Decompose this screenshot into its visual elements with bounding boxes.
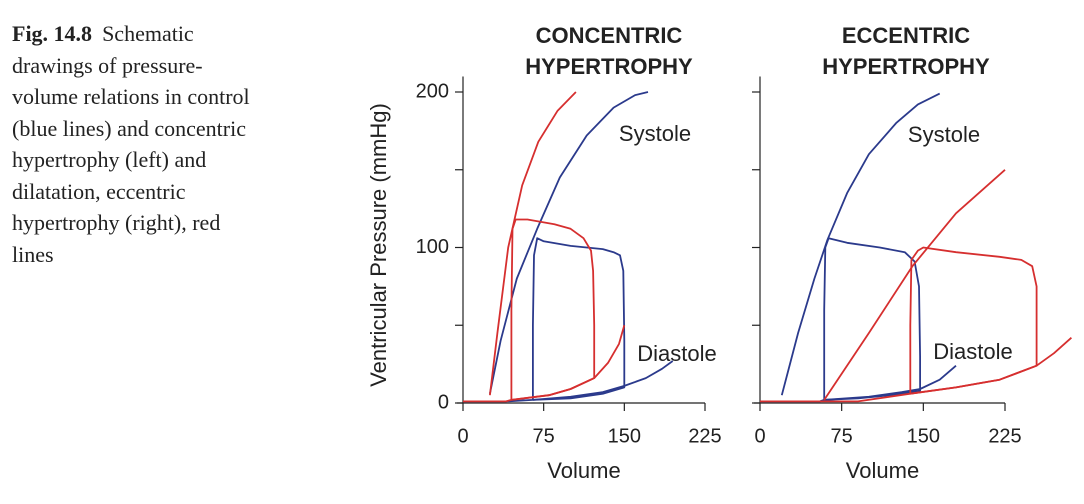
- caption-line: Schematic: [102, 21, 194, 46]
- x-axis-label: Volume: [547, 458, 620, 483]
- caption-line: volume relations in control: [12, 84, 250, 109]
- curve: [463, 325, 626, 403]
- x-tick-label: 225: [688, 425, 721, 447]
- x-tick-label: 225: [988, 425, 1021, 447]
- curve: [780, 92, 941, 396]
- annotation: Diastole: [933, 339, 1012, 364]
- curve: [489, 91, 649, 394]
- curve: [510, 218, 596, 401]
- curve: [823, 237, 921, 401]
- y-tick-label: 100: [416, 236, 449, 258]
- chart-title: CONCENTRIC: [536, 23, 683, 48]
- x-tick-label: 150: [608, 425, 641, 447]
- y-tick-label: 0: [438, 391, 449, 413]
- chart-title: HYPERTROPHY: [822, 54, 990, 79]
- caption-line: lines: [12, 241, 54, 267]
- x-tick-label: 75: [831, 425, 853, 447]
- curve: [532, 237, 626, 401]
- chart-title: ECCENTRIC: [842, 23, 970, 48]
- x-axis-label: Volume: [846, 458, 919, 483]
- caption: Fig. 14.8 Schematic drawings of pressure-v…: [12, 18, 332, 270]
- caption-line: (blue lines) and concentric: [12, 115, 246, 141]
- y-axis-label: Ventricular Pressure (mmHg): [366, 103, 391, 387]
- curve: [760, 365, 957, 403]
- curve: [823, 169, 1006, 401]
- curve: [909, 246, 1038, 395]
- caption-line: hypertrophy (left) and: [12, 147, 207, 172]
- chart-title: HYPERTROPHY: [525, 54, 693, 79]
- caption-line: dilatation, eccentric: [12, 178, 186, 204]
- y-tick-label: 200: [416, 80, 449, 102]
- x-tick-label: 75: [533, 425, 555, 447]
- annotation: Systole: [908, 122, 980, 147]
- x-tick-label: 150: [907, 425, 940, 447]
- curve: [489, 91, 577, 396]
- annotation: Systole: [619, 121, 691, 146]
- annotation: Diastole: [637, 341, 716, 366]
- x-tick-label: 0: [754, 425, 765, 447]
- caption-line: hypertrophy (right), red: [12, 210, 221, 235]
- x-tick-label: 0: [457, 425, 468, 447]
- caption-line: drawings of pressure-: [12, 52, 203, 78]
- caption-label: Fig. 14.8: [12, 21, 93, 46]
- curve: [463, 360, 674, 403]
